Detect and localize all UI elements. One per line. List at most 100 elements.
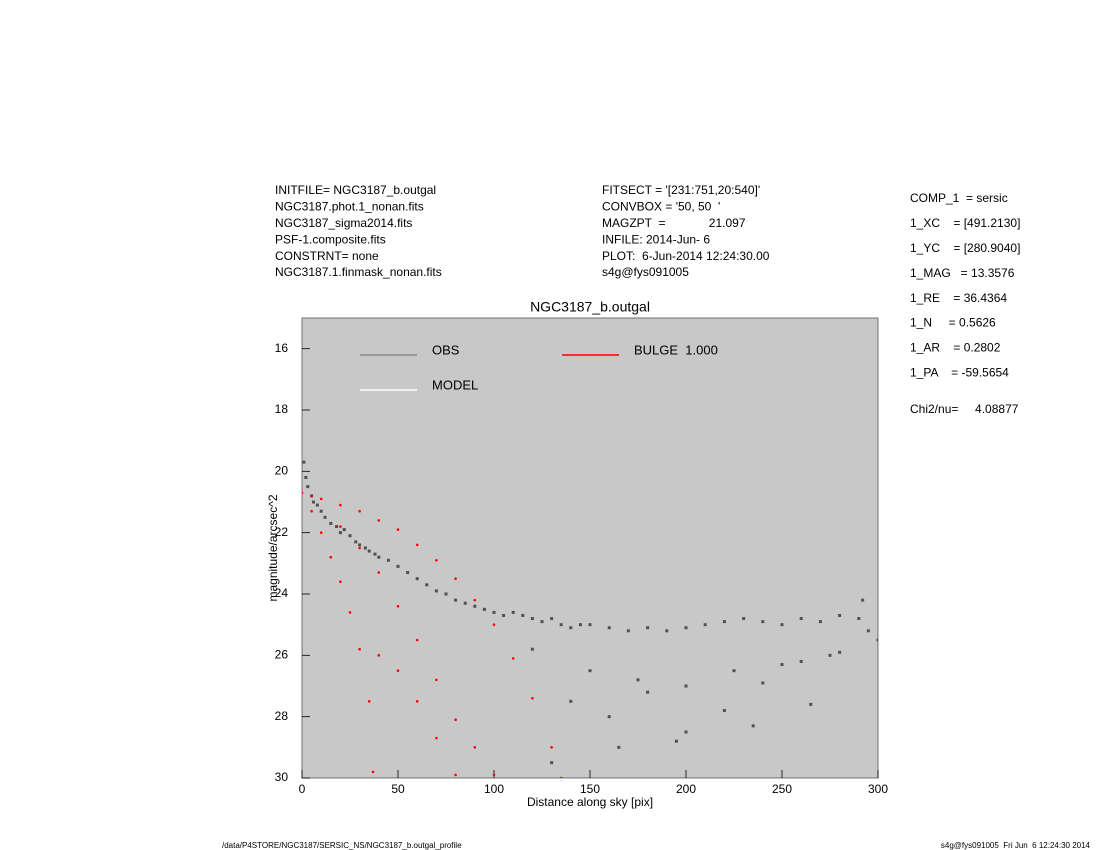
- header-left-line: NGC3187.phot.1_nonan.fits: [275, 200, 424, 214]
- obs-point: [302, 460, 306, 464]
- y-tick-label: 20: [275, 464, 289, 478]
- model-point: [435, 678, 438, 682]
- model-point: [319, 497, 323, 501]
- model-point: [492, 773, 496, 777]
- obs-point: [588, 669, 592, 673]
- obs-point: [751, 724, 755, 728]
- obs-point: [444, 592, 448, 596]
- obs-point: [838, 613, 842, 617]
- y-tick-label: 24: [275, 586, 289, 600]
- model-point: [367, 700, 371, 703]
- model-point: [396, 669, 400, 672]
- y-tick-label: 22: [275, 525, 289, 539]
- model-point: [454, 773, 457, 777]
- obs-point: [492, 610, 496, 614]
- x-tick-label: 300: [868, 782, 888, 796]
- model-point: [310, 509, 313, 513]
- obs-point: [540, 620, 544, 624]
- header-left-line: NGC3187_sigma2014.fits: [275, 216, 412, 230]
- model-point: [415, 543, 419, 547]
- x-tick-label: 0: [299, 782, 306, 796]
- model-point: [310, 494, 313, 498]
- obs-point: [338, 531, 342, 535]
- obs-point: [521, 613, 525, 617]
- obs-point: [425, 583, 429, 587]
- model-point: [492, 623, 496, 626]
- obs-point: [396, 564, 400, 568]
- obs-point: [406, 571, 410, 575]
- x-tick-label: 150: [580, 782, 600, 796]
- obs-point: [636, 678, 640, 682]
- model-point: [415, 638, 419, 642]
- legend-label: OBS: [432, 342, 460, 357]
- component-param: 1_MAG = 13.3576: [910, 266, 1015, 280]
- obs-point: [377, 555, 381, 559]
- obs-point: [530, 647, 534, 651]
- legend-label: BULGE 1.000: [634, 342, 718, 357]
- x-axis-label: Distance along sky [pix]: [527, 795, 653, 809]
- obs-point: [607, 626, 611, 630]
- component-param: 1_XC = [491.2130]: [910, 216, 1020, 230]
- obs-point: [838, 650, 842, 654]
- model-point: [358, 509, 361, 513]
- model-point: [319, 531, 323, 534]
- obs-point: [703, 623, 707, 627]
- obs-point: [569, 626, 573, 630]
- model-point: [396, 604, 400, 608]
- header-middle-line: CONVBOX = '50, 50 ': [602, 200, 720, 214]
- model-point: [454, 577, 457, 580]
- obs-point: [674, 739, 678, 743]
- obs-point: [569, 699, 573, 703]
- obs-point: [861, 598, 865, 602]
- obs-point: [454, 598, 458, 602]
- y-tick-label: 26: [275, 648, 289, 662]
- obs-point: [550, 761, 554, 765]
- obs-point: [732, 669, 736, 673]
- obs-point: [354, 540, 358, 544]
- obs-point: [319, 509, 323, 513]
- model-point: [511, 657, 515, 660]
- model-point: [473, 598, 477, 602]
- obs-point: [342, 528, 346, 532]
- obs-point: [761, 620, 765, 624]
- y-tick-label: 18: [275, 402, 289, 416]
- header-left-line: PSF-1.composite.fits: [275, 232, 386, 246]
- obs-point: [828, 653, 832, 657]
- obs-point: [780, 623, 784, 627]
- obs-point: [684, 626, 688, 630]
- obs-point: [312, 500, 316, 504]
- obs-point: [530, 617, 534, 621]
- component-param: 1_YC = [280.9040]: [910, 241, 1020, 255]
- header-middle-line: s4g@fys091005: [602, 265, 689, 279]
- obs-point: [473, 604, 477, 608]
- y-axis-label: magnitude/arcsec^2: [266, 494, 280, 601]
- obs-point: [780, 663, 784, 667]
- obs-point: [646, 626, 650, 630]
- obs-point: [511, 610, 515, 614]
- obs-point: [722, 620, 726, 624]
- model-point: [348, 611, 352, 614]
- plot-area: [301, 317, 879, 779]
- component-param: 1_N = 0.5626: [910, 316, 996, 330]
- model-point: [559, 776, 563, 778]
- x-tick-label: 250: [772, 782, 792, 796]
- model-point: [377, 519, 381, 522]
- header-left-line: NGC3187.1.finmask_nonan.fits: [275, 265, 442, 279]
- obs-point: [329, 521, 333, 525]
- obs-point: [415, 577, 419, 581]
- model-point: [396, 528, 400, 531]
- model-point: [377, 571, 381, 574]
- obs-point: [617, 745, 621, 749]
- obs-point: [684, 684, 688, 688]
- model-point: [339, 503, 342, 507]
- obs-point: [578, 623, 582, 627]
- model-point: [358, 647, 361, 651]
- obs-point: [306, 485, 310, 489]
- obs-point: [373, 552, 377, 556]
- model-point: [550, 746, 553, 749]
- footer-path: /data/P4STORE/NGC3187/SERSIC_NS/NGC3187_…: [222, 841, 462, 850]
- y-tick-label: 30: [275, 770, 289, 784]
- model-point: [339, 525, 342, 528]
- obs-point: [799, 617, 803, 621]
